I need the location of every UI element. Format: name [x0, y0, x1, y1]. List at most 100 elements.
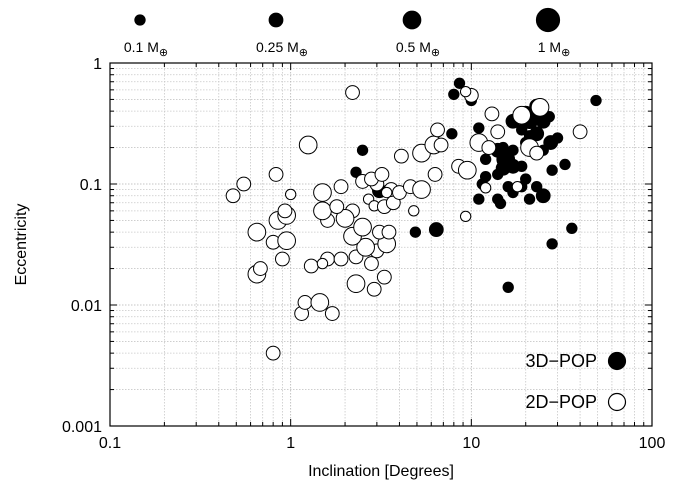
point-2d-pop [345, 85, 360, 100]
point-3d-pop [535, 188, 551, 204]
point-2d-pop [374, 167, 390, 182]
point-2d-pop [459, 85, 472, 98]
point-2d-pop [427, 167, 443, 182]
point-2d-pop [297, 295, 313, 310]
point-2d-pop [284, 188, 297, 201]
point-2d-pop [324, 306, 340, 321]
point-3d-pop [473, 122, 485, 134]
point-2d-pop [236, 176, 252, 192]
point-3d-pop [350, 166, 362, 178]
point-3d-pop [492, 168, 504, 181]
point-2d-pop [364, 256, 379, 271]
point-2d-pop [408, 205, 420, 217]
point-2d-pop [298, 135, 318, 155]
point-3d-pop [502, 281, 514, 293]
size-legend-marker [402, 10, 422, 30]
y-tick-label: 0.1 [80, 177, 102, 194]
legend-label: 2D−POP [525, 392, 597, 412]
point-3d-pop [566, 222, 578, 235]
y-tick-label: 1 [93, 56, 102, 73]
point-3d-pop [479, 153, 492, 165]
point-2d-pop [333, 251, 349, 267]
point-2d-pop [310, 293, 330, 312]
y-axis-title: Eccentricity [13, 204, 30, 286]
point-3d-pop [448, 88, 460, 101]
point-3d-pop [546, 164, 558, 176]
legend-label: 3D−POP [525, 351, 597, 371]
point-2d-pop [512, 105, 532, 125]
point-2d-pop [459, 210, 472, 223]
point-2d-pop [277, 203, 293, 219]
point-2d-pop [316, 257, 329, 270]
point-2d-pop [376, 269, 392, 285]
point-2d-pop [430, 122, 445, 138]
point-2d-pop [313, 183, 332, 202]
point-2d-pop [253, 261, 268, 276]
point-2d-pop [381, 186, 393, 199]
point-2d-pop [484, 106, 500, 122]
point-2d-pop [381, 224, 397, 240]
point-3d-pop [531, 181, 543, 193]
point-3d-pop [551, 132, 564, 144]
point-3d-pop [446, 128, 458, 140]
point-2d-pop [335, 209, 355, 228]
point-3d-pop [494, 197, 507, 210]
x-axis-title: Inclination [Degrees] [308, 463, 454, 480]
tick-labels: 0.1 1 10 100 0.001 0.01 0.1 1 [62, 56, 665, 452]
point-3d-pop [356, 144, 369, 156]
point-2d-pop [433, 137, 449, 153]
point-2d-pop [530, 98, 550, 117]
point-2d-pop [412, 180, 431, 199]
size-legend-label: 0.5 M⊕ [396, 39, 440, 59]
point-2d-pop [265, 345, 281, 361]
point-3d-pop [479, 170, 492, 183]
point-3d-pop [543, 111, 555, 123]
point-3d-pop [453, 77, 466, 89]
x-tick-label: 1 [286, 435, 295, 452]
data-points [225, 77, 602, 361]
size-legend-marker [268, 12, 284, 28]
point-2d-pop [353, 217, 372, 237]
point-3d-pop [516, 160, 528, 172]
point-3d-pop [590, 94, 602, 107]
legend-marker [607, 392, 627, 412]
x-tick-label: 0.1 [99, 435, 121, 452]
point-2d-pop [225, 188, 241, 204]
point-3d-pop [559, 158, 571, 171]
mass-size-legend: 0.1 M⊕ 0.25 M⊕ 0.5 M⊕ 1 M⊕ [124, 7, 571, 59]
point-2d-pop [277, 231, 296, 251]
point-2d-pop [393, 148, 409, 164]
legend-marker [607, 351, 627, 371]
size-legend-marker [535, 7, 561, 33]
point-2d-pop [356, 237, 375, 257]
size-legend-label: 0.25 M⊕ [256, 39, 308, 59]
size-legend-label: 1 M⊕ [538, 39, 571, 59]
size-legend-label: 0.1 M⊕ [124, 39, 168, 59]
point-2d-pop [490, 124, 506, 140]
point-3d-pop [428, 222, 444, 237]
point-2d-pop [268, 167, 284, 182]
x-tick-label: 100 [639, 435, 666, 452]
point-3d-pop [516, 124, 528, 136]
point-2d-pop [572, 124, 588, 140]
point-2d-pop [479, 182, 492, 194]
series-legend: 3D−POP 2D−POP [525, 351, 627, 412]
plot-frame [109, 62, 653, 427]
point-2d-pop [481, 140, 497, 155]
x-tick-label: 10 [462, 435, 480, 452]
y-tick-label: 0.01 [71, 298, 102, 315]
point-2d-pop [333, 179, 349, 195]
point-2d-pop [329, 199, 345, 215]
point-2d-pop [511, 181, 524, 193]
size-legend-marker [134, 14, 146, 26]
point-3d-pop [409, 226, 422, 238]
y-tick-label: 0.001 [62, 419, 102, 436]
point-2d-pop [366, 281, 382, 297]
point-2d-pop [346, 274, 366, 294]
point-3d-pop [523, 193, 536, 205]
axis-ticks [109, 63, 652, 427]
point-2d-pop [303, 258, 319, 274]
point-2d-pop [529, 145, 545, 161]
point-2d-pop [313, 201, 332, 221]
